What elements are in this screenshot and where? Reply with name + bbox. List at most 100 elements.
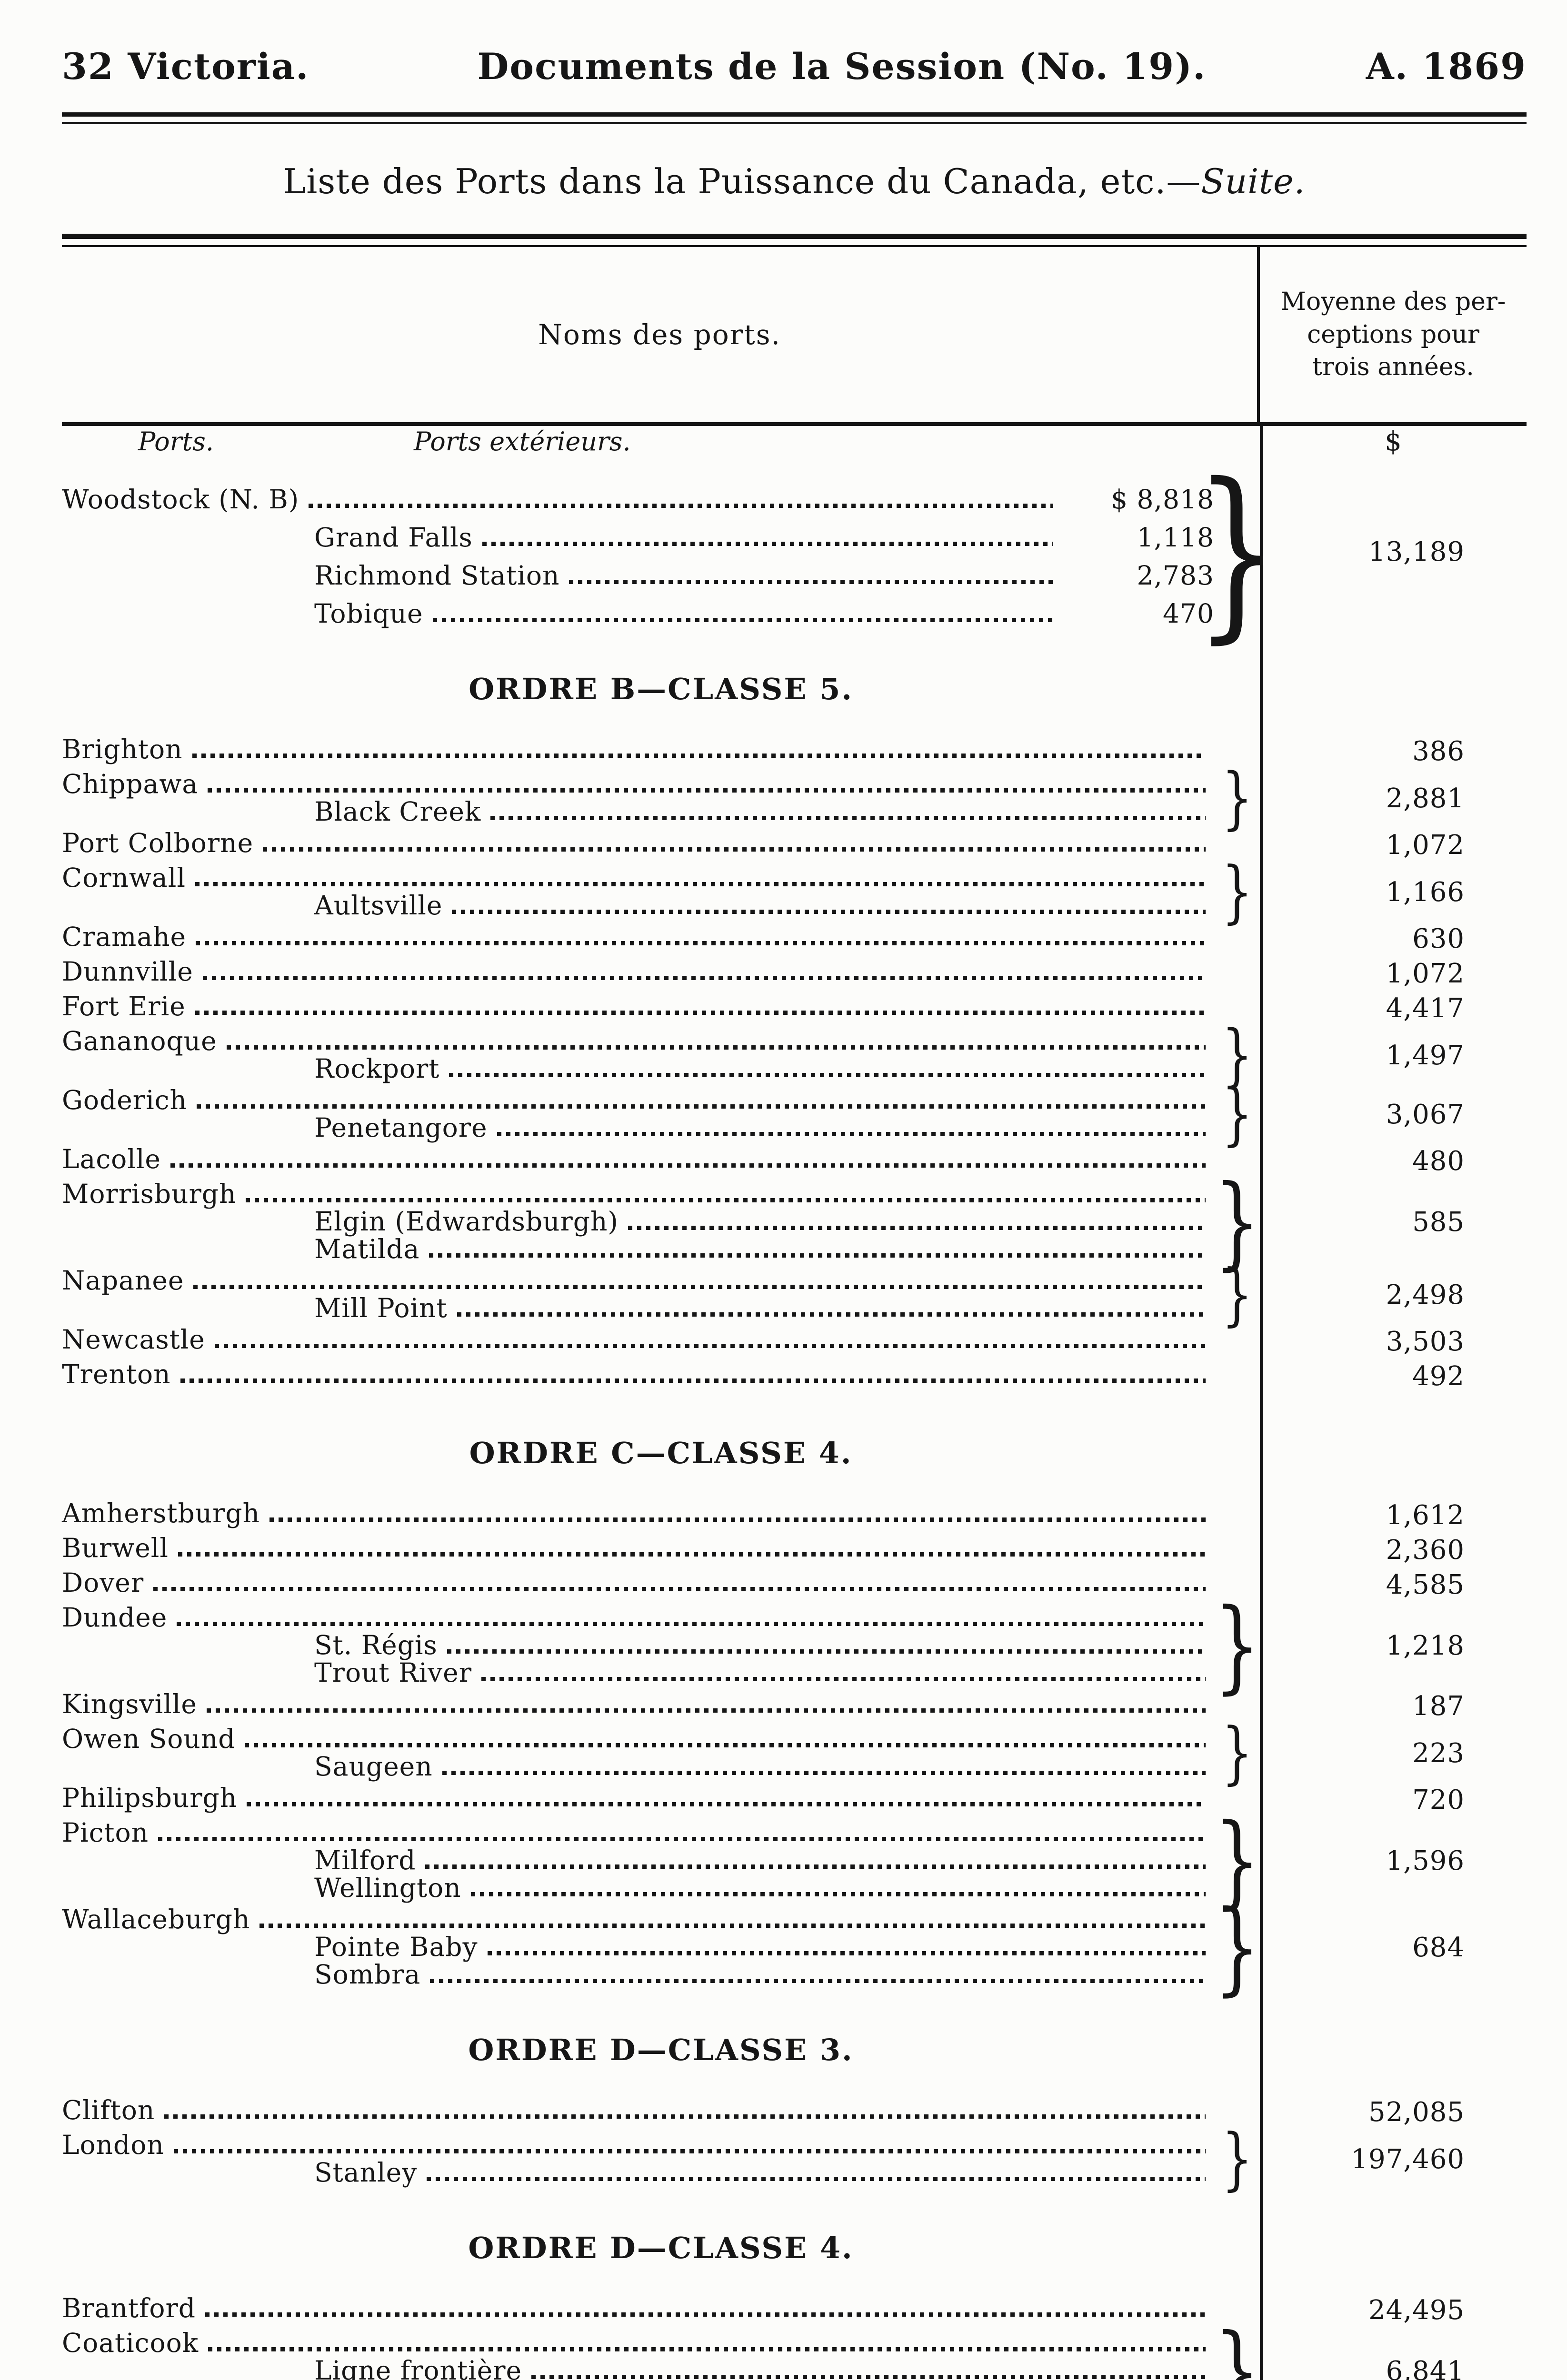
dotted-leader — [226, 1045, 1206, 1050]
table-row: St. Régis — [62, 1631, 1214, 1659]
port-group: Cramahe 630 — [62, 923, 1527, 954]
average-amount: 223 — [1412, 1737, 1465, 1769]
port-group: Cornwall Aultsville} 1,166 — [62, 858, 1527, 926]
average-amount: 585 — [1412, 1206, 1465, 1238]
page-title-suite: Suite. — [1201, 161, 1306, 201]
average-amount: 386 — [1412, 736, 1465, 767]
table-row: Cornwall — [62, 864, 1214, 892]
port-group-rows: Trenton — [62, 1360, 1214, 1392]
table-row: Mill Point — [62, 1294, 1214, 1322]
port-name: Amherstburgh — [62, 1498, 260, 1529]
outer-port-name: Ligne frontière — [314, 2355, 522, 2380]
table-row: Kingsville — [62, 1690, 1214, 1718]
average-amount: 2,498 — [1386, 1279, 1465, 1310]
port-name: Napanee — [62, 1265, 184, 1296]
port-group-rows: Brighton — [62, 734, 1214, 767]
dotted-leader — [490, 816, 1206, 820]
port-group: Dundee St. Régis Trout River} 1,218 — [62, 1595, 1527, 1696]
running-head-year: A. 1869 — [1366, 45, 1527, 88]
dotted-leader — [427, 2177, 1206, 2181]
outer-port-name: Matilda — [314, 1234, 420, 1265]
section-heading-label: ORDRE D—CLASSE 4. — [468, 2231, 854, 2265]
table-row: Stanley — [62, 2159, 1214, 2187]
port-group-rows: Wallaceburgh Pointe Baby Sombra — [62, 1904, 1214, 1989]
port-name: Newcastle — [62, 1324, 205, 1355]
port-group-rows: Philipsburgh — [62, 1784, 1214, 1815]
group-brace — [1214, 958, 1260, 989]
column-header-average-line3: trois années. — [1312, 353, 1474, 382]
port-group: Morrisburgh Elgin (Edwardsburgh) Matilda} 5… — [62, 1171, 1527, 1272]
dotted-leader — [192, 754, 1206, 758]
group-brace: } — [1221, 1714, 1253, 1792]
table-row: Grand Falls 1,118 — [62, 514, 1214, 552]
port-group-rows: Picton Milford Wellington — [62, 1819, 1214, 1902]
dotted-leader — [569, 580, 1053, 584]
port-group: Brantford 24,495 — [62, 2294, 1527, 2326]
section-heading-spacer — [1260, 632, 1527, 736]
port-name: Fort Erie — [62, 991, 186, 1022]
table-row: Matilda — [62, 1234, 1214, 1265]
group-brace — [1214, 1535, 1260, 1566]
port-group: Woodstock (N. B) $ 8,818 Grand Falls 1,118 R… — [62, 459, 1527, 645]
dotted-leader — [208, 788, 1206, 793]
port-group: Dover 4,585 — [62, 1569, 1527, 1600]
dotted-leader — [470, 1892, 1206, 1896]
average-amount: 1,497 — [1386, 1040, 1465, 1071]
dotted-leader — [177, 1622, 1206, 1626]
dotted-leader — [481, 1677, 1206, 1681]
page-title-roman: Liste des Ports dans la Puissance du Can… — [283, 161, 1201, 201]
port-name: Wallaceburgh — [62, 1904, 250, 1935]
outer-port-name: Richmond Station — [314, 560, 560, 591]
dotted-leader — [432, 618, 1053, 622]
table-row: Goderich — [62, 1085, 1214, 1116]
table-row: Pointe Baby — [62, 1932, 1214, 1963]
port-name: Goderich — [62, 1085, 187, 1116]
port-group-rows: Clifton — [62, 2096, 1214, 2128]
port-group-rows: Woodstock (N. B) $ 8,818 Grand Falls 1,118 R… — [62, 476, 1214, 628]
table-row: Tobique 470 — [62, 590, 1214, 628]
port-group: Chippawa Black Creek} 2,881 — [62, 764, 1527, 832]
table-row: Philipsburgh — [62, 1784, 1214, 1812]
dotted-leader — [153, 1587, 1206, 1591]
dotted-leader — [531, 2375, 1206, 2379]
outer-port-name: Aultsville — [314, 890, 443, 921]
section-heading-label: ORDRE C—CLASSE 4. — [469, 1436, 853, 1470]
outer-port-name: Rockport — [314, 1053, 440, 1084]
table-row: Rockport — [62, 1055, 1214, 1083]
table-row: Gananoque — [62, 1027, 1214, 1055]
table-row: Brighton — [62, 734, 1214, 765]
average-amount: 13,189 — [1368, 536, 1465, 567]
dotted-leader — [208, 2347, 1206, 2351]
dotted-leader — [628, 1226, 1206, 1230]
port-group-rows: Lacolle — [62, 1145, 1214, 1177]
outer-port-name: Pointe Baby — [314, 1932, 478, 1963]
port-name: London — [62, 2130, 164, 2161]
port-name: Cornwall — [62, 863, 186, 893]
table-top-rule-thin — [62, 245, 1527, 247]
port-name: Brighton — [62, 734, 183, 765]
group-brace — [1214, 1361, 1260, 1392]
port-group-rows: Napanee Mill Point — [62, 1267, 1214, 1322]
dotted-leader — [482, 542, 1053, 546]
port-group: London Stanley} 197,460 — [62, 2125, 1527, 2193]
port-group: Kingsville 187 — [62, 1690, 1527, 1722]
dotted-leader — [245, 1743, 1206, 1747]
dotted-leader — [246, 1198, 1206, 1202]
outer-port-name: Saugeen — [314, 1751, 433, 1782]
average-amount: 4,585 — [1386, 1569, 1465, 1600]
dotted-leader — [497, 1132, 1206, 1136]
outer-port-name: Trout River — [314, 1657, 472, 1688]
table-row: Chippawa — [62, 770, 1214, 798]
section-heading-label: ORDRE B—CLASSE 5. — [469, 672, 853, 706]
table-row: London — [62, 2130, 1214, 2161]
section-heading-spacer — [1260, 1396, 1527, 1500]
table-row: Milford — [62, 1846, 1214, 1874]
port-group-rows: Cramahe — [62, 923, 1214, 954]
table-row: Woodstock (N. B) $ 8,818 — [62, 476, 1214, 514]
table-row: Penetangore — [62, 1114, 1214, 1142]
column-divider-rule — [1260, 426, 1263, 2380]
table-row: Fort Erie — [62, 991, 1214, 1022]
port-group: Burwell 2,360 — [62, 1534, 1527, 1566]
table-row: Morrisburgh — [62, 1180, 1214, 1208]
